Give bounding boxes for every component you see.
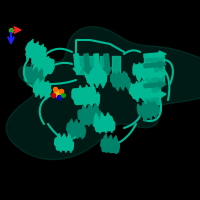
FancyArrow shape — [144, 81, 166, 88]
Polygon shape — [113, 71, 129, 91]
Polygon shape — [79, 84, 99, 108]
FancyArrow shape — [83, 54, 92, 74]
Polygon shape — [95, 113, 113, 133]
Polygon shape — [83, 104, 101, 126]
Polygon shape — [138, 101, 156, 121]
Polygon shape — [144, 66, 164, 74]
Polygon shape — [100, 56, 108, 74]
Polygon shape — [112, 56, 120, 74]
Polygon shape — [144, 96, 160, 104]
Polygon shape — [134, 62, 150, 82]
Polygon shape — [27, 66, 43, 88]
Polygon shape — [6, 27, 200, 160]
Polygon shape — [32, 53, 50, 77]
Polygon shape — [103, 134, 119, 154]
Polygon shape — [57, 133, 73, 153]
FancyArrow shape — [144, 51, 166, 58]
Polygon shape — [34, 78, 50, 100]
FancyArrow shape — [103, 54, 112, 74]
Polygon shape — [144, 76, 164, 84]
Polygon shape — [26, 39, 44, 65]
Polygon shape — [144, 56, 164, 64]
FancyArrow shape — [144, 61, 166, 68]
Polygon shape — [69, 119, 85, 139]
Polygon shape — [144, 86, 160, 94]
FancyArrow shape — [144, 91, 166, 98]
FancyArrow shape — [93, 54, 102, 74]
FancyArrow shape — [73, 54, 82, 74]
FancyArrow shape — [144, 71, 166, 78]
Polygon shape — [130, 80, 150, 102]
Polygon shape — [76, 56, 84, 74]
Polygon shape — [87, 66, 105, 88]
Polygon shape — [88, 56, 96, 74]
